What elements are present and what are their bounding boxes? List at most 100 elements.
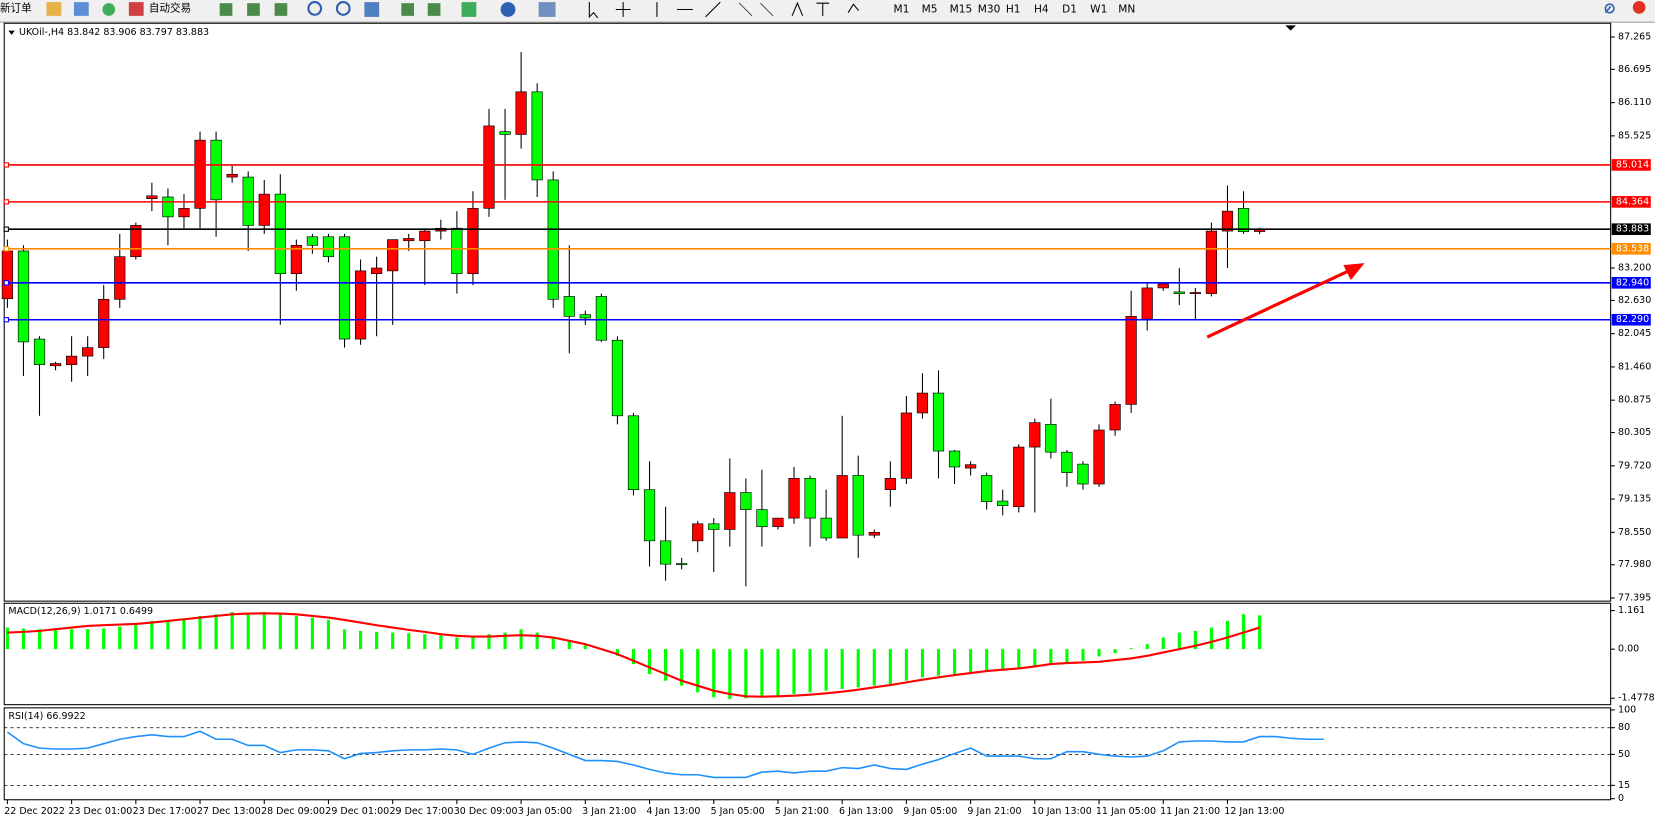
timeframe-button[interactable]: D1: [1062, 4, 1077, 16]
macd-frame: [3, 602, 1612, 706]
macd-bar: [487, 634, 491, 650]
annotation-arrow: [1206, 267, 1353, 339]
y-tick-label: 100: [1618, 704, 1636, 715]
icon[interactable]: [128, 2, 144, 16]
icon[interactable]: [791, 1, 830, 17]
x-tick-label: 30 Dec 09:00: [454, 806, 518, 817]
candle-body: [210, 139, 222, 201]
timeframe-button[interactable]: MN: [1118, 4, 1135, 16]
price-level-label: 85.014: [1616, 159, 1649, 170]
price-level-label: 83.883: [1616, 224, 1649, 235]
y-tick-label: 82.045: [1618, 328, 1651, 339]
macd-bar: [728, 649, 732, 699]
macd-bar: [1257, 615, 1262, 650]
macd-bar: [407, 633, 411, 650]
icon[interactable]: [247, 3, 260, 16]
candle-body: [981, 475, 993, 502]
price-level-tag: [1611, 196, 1651, 208]
icon[interactable]: [538, 2, 556, 17]
candle-body: [836, 475, 848, 539]
x-tick-label: 23 Dec 17:00: [133, 806, 197, 817]
timeframe-button[interactable]: H1: [1006, 4, 1021, 16]
macd-bar: [936, 649, 941, 676]
macd-bar: [776, 649, 780, 696]
icon[interactable]: [738, 2, 774, 17]
timeframe-button[interactable]: W1: [1090, 4, 1107, 16]
notification-badge[interactable]: [1632, 1, 1646, 14]
timeframe-button[interactable]: M5: [922, 4, 938, 16]
y-tick-label: 81.460: [1618, 361, 1651, 372]
y-tick-label: 83.200: [1618, 263, 1651, 274]
candle-body: [724, 492, 736, 530]
macd-bar: [1193, 630, 1197, 650]
icon[interactable]: [274, 3, 288, 16]
macd-bar: [246, 612, 250, 650]
candle-body: [1157, 283, 1169, 289]
candle-body: [948, 450, 961, 468]
price-level-tag: [1611, 243, 1651, 255]
annotation-arrowhead: [1343, 263, 1365, 280]
timeframe-button[interactable]: M30: [978, 4, 1001, 16]
search-icon[interactable]: [1604, 3, 1615, 14]
candle-body: [820, 517, 832, 539]
x-tick-label: 5 Jan 05:00: [711, 806, 765, 817]
icon[interactable]: [364, 2, 380, 17]
candle-body: [676, 563, 688, 566]
new-order-button[interactable]: 新订单: [0, 1, 32, 14]
icon[interactable]: [46, 2, 62, 16]
auto-trading-button[interactable]: 自动交易: [149, 1, 191, 14]
candle-body: [884, 478, 896, 491]
icon[interactable]: [656, 1, 721, 18]
price-level-handle: [3, 317, 9, 323]
candle-body: [322, 236, 335, 257]
macd-bar: [824, 649, 828, 691]
x-tick-label: 11 Jan 05:00: [1096, 806, 1156, 817]
candle-body: [66, 355, 78, 365]
icon[interactable]: [427, 3, 441, 16]
macd-bar: [1129, 648, 1133, 650]
icon[interactable]: [847, 3, 860, 13]
icon[interactable]: [73, 2, 89, 16]
macd-bar: [1001, 649, 1005, 670]
candle-body: [708, 523, 720, 530]
candle-body: [483, 125, 495, 209]
price-level-handle: [3, 246, 9, 252]
candle-body: [290, 244, 302, 275]
icon[interactable]: [401, 3, 415, 16]
candle-body: [868, 532, 880, 536]
candle-body: [178, 208, 190, 218]
x-tick-label: 11 Jan 21:00: [1160, 806, 1220, 817]
timeframe-button[interactable]: M1: [894, 4, 910, 16]
x-tick-label: 5 Jan 21:00: [775, 806, 829, 817]
icon[interactable]: [335, 1, 351, 16]
macd-bar: [583, 645, 587, 650]
icon[interactable]: [307, 1, 323, 16]
timeframe-button[interactable]: H4: [1034, 4, 1049, 16]
price-level-label: 82.290: [1616, 314, 1649, 325]
icon[interactable]: [102, 3, 116, 16]
x-tick-label: 4 Jan 13:00: [646, 806, 700, 817]
macd-bar: [647, 649, 652, 675]
icon[interactable]: [500, 2, 516, 17]
macd-bar: [70, 629, 74, 650]
price-level-handle: [3, 280, 9, 286]
macd-bar: [1177, 632, 1181, 650]
y-tick-label: 0.00: [1618, 644, 1639, 655]
icon[interactable]: [588, 2, 599, 19]
macd-bar: [1161, 637, 1165, 650]
rsi-frame: [3, 707, 1612, 801]
price-level-tag: [1611, 313, 1651, 326]
candle-body: [419, 230, 431, 242]
y-tick-label: 79.720: [1618, 460, 1651, 471]
macd-bar: [86, 629, 90, 650]
candle-body: [515, 91, 527, 135]
y-tick-label: 82.630: [1618, 295, 1651, 306]
price-level-label: 84.364: [1616, 196, 1649, 207]
macd-bar: [166, 619, 170, 650]
icon[interactable]: [219, 3, 233, 16]
macd-bar: [1049, 649, 1053, 665]
icon[interactable]: [461, 2, 477, 17]
macd-bar: [118, 626, 122, 650]
icon[interactable]: [615, 2, 631, 17]
timeframe-button[interactable]: M15: [950, 4, 973, 16]
